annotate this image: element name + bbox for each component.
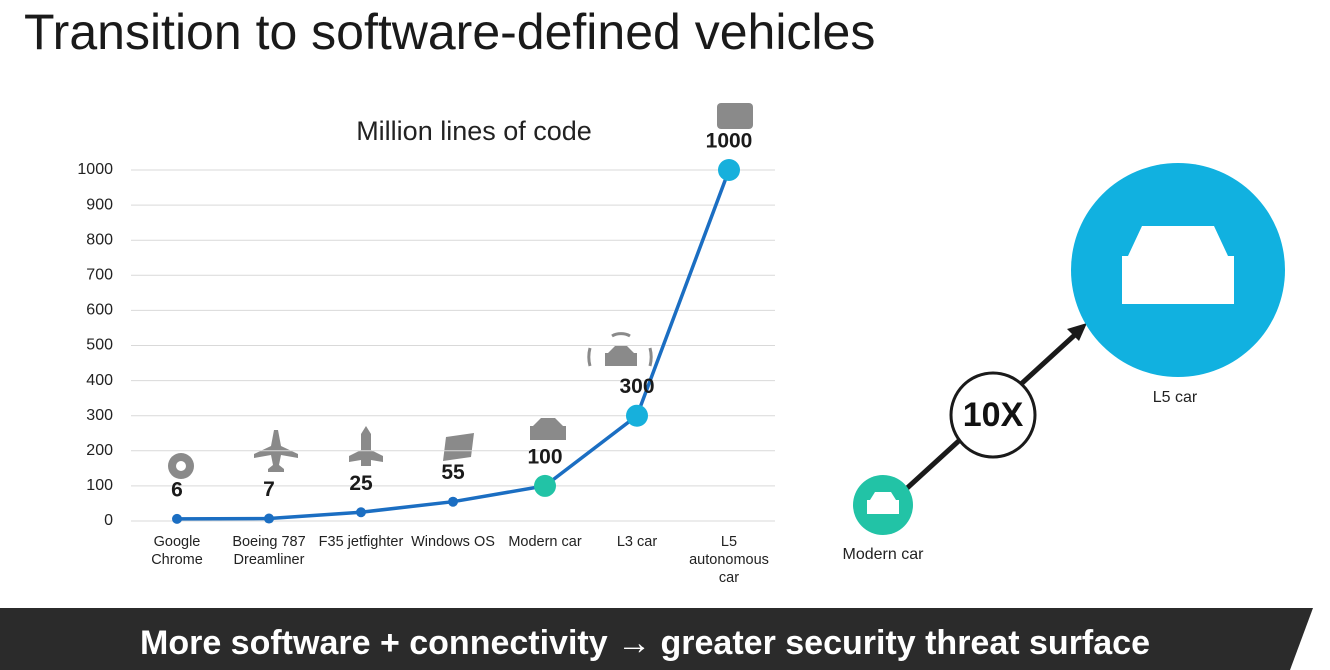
chart-title: Million lines of code bbox=[356, 116, 592, 146]
y-tick-label: 400 bbox=[86, 372, 113, 389]
signal-icon bbox=[587, 332, 653, 367]
data-label: 55 bbox=[441, 461, 465, 484]
icons bbox=[168, 103, 753, 479]
data-label: 6 bbox=[171, 478, 183, 501]
banner-text: More software + connectivity → greater s… bbox=[140, 624, 1150, 662]
y-tick-label: 200 bbox=[86, 442, 113, 459]
data-label: 7 bbox=[263, 478, 275, 501]
windows-icon bbox=[443, 433, 474, 461]
from-label: Modern car bbox=[843, 546, 925, 563]
y-tick-label: 600 bbox=[86, 302, 113, 319]
y-tick-label: 500 bbox=[86, 337, 113, 354]
arrow-head bbox=[1067, 323, 1087, 341]
l3-car-icon bbox=[605, 346, 637, 366]
data-point bbox=[626, 404, 648, 427]
data-label: 25 bbox=[349, 472, 373, 495]
factor-label: 10X bbox=[963, 396, 1024, 434]
data-point bbox=[356, 507, 366, 518]
car-icon bbox=[530, 418, 566, 440]
y-tick-label: 300 bbox=[86, 407, 113, 424]
y-tick-label: 700 bbox=[86, 267, 113, 284]
x-tick-label: Boeing 787 Dreamliner bbox=[232, 534, 306, 568]
data-point bbox=[264, 513, 274, 524]
x-tick-label: Google Chrome bbox=[151, 534, 203, 568]
data-point bbox=[718, 159, 740, 181]
y-tick-label: 0 bbox=[104, 512, 113, 529]
x-tick-label: L5 autonomous car bbox=[689, 534, 769, 586]
data-point bbox=[448, 496, 458, 507]
x-tick-label: F35 jetfighter bbox=[318, 534, 404, 550]
x-tick-label: L3 car bbox=[616, 534, 658, 550]
y-tick-label: 100 bbox=[86, 477, 113, 494]
x-tick-label: Modern car bbox=[508, 534, 582, 550]
to-label: L5 car bbox=[1153, 389, 1198, 406]
y-tick-label: 900 bbox=[86, 196, 113, 213]
slide-title: Transition to software-defined vehicles bbox=[24, 4, 875, 60]
jet-icon bbox=[349, 426, 383, 466]
banner-bg bbox=[0, 608, 1313, 670]
y-tick-label: 1000 bbox=[77, 161, 113, 178]
x-tick-label: Windows OS bbox=[411, 534, 495, 550]
data-point bbox=[172, 513, 182, 524]
modern-car-icon bbox=[867, 492, 899, 514]
chrome-icon-center bbox=[176, 461, 186, 471]
data-label: 300 bbox=[619, 375, 654, 398]
data-label: 1000 bbox=[706, 130, 753, 153]
y-tick-label: 800 bbox=[86, 231, 113, 248]
data-label: 100 bbox=[527, 445, 562, 468]
l5-car-icon bbox=[717, 103, 753, 129]
data-point bbox=[534, 474, 556, 497]
l5-car-big-icon bbox=[1122, 226, 1234, 304]
factor-circle bbox=[949, 371, 1037, 459]
